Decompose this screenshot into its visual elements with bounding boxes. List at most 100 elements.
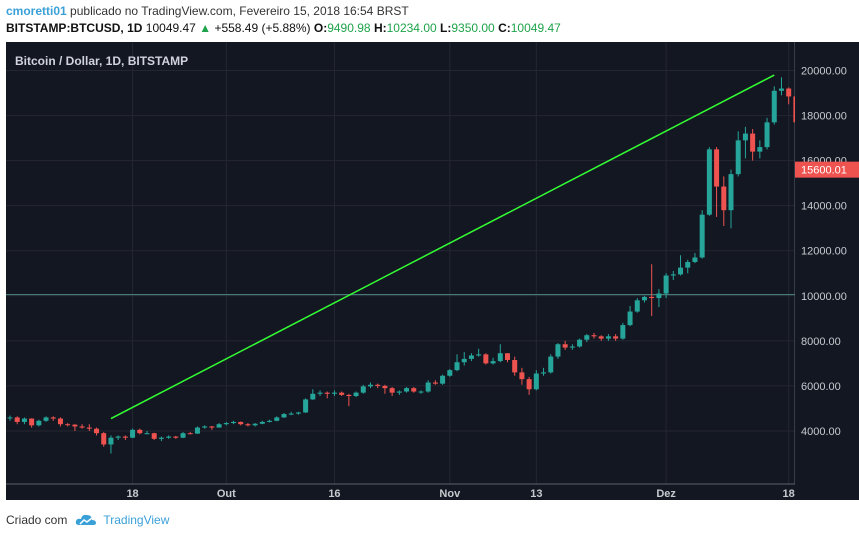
candle[interactable] (194, 426, 200, 434)
candle[interactable] (274, 416, 280, 422)
candle[interactable] (750, 129, 756, 161)
candle[interactable] (714, 147, 720, 217)
candle[interactable] (778, 77, 784, 96)
candle[interactable] (526, 376, 532, 395)
candle[interactable] (742, 126, 748, 159)
candle[interactable] (101, 432, 107, 447)
price-axis[interactable]: 20000.0018000.0016000.0014000.0012000.00… (795, 42, 859, 500)
candle[interactable] (598, 335, 604, 341)
candle[interactable] (50, 416, 56, 421)
candle[interactable] (43, 416, 49, 422)
candle[interactable] (281, 412, 287, 418)
trend-line[interactable] (110, 74, 775, 420)
candle[interactable] (663, 273, 669, 299)
candle[interactable] (490, 357, 496, 365)
candle[interactable] (634, 298, 640, 313)
candle[interactable] (295, 411, 301, 415)
candle[interactable] (209, 425, 215, 430)
candle[interactable] (180, 432, 186, 439)
candle[interactable] (764, 117, 770, 150)
candle[interactable] (151, 432, 157, 440)
candle[interactable] (497, 344, 503, 363)
candle[interactable] (656, 289, 662, 308)
candle[interactable] (649, 264, 655, 317)
candle[interactable] (577, 338, 583, 348)
candle[interactable] (310, 389, 316, 400)
candle[interactable] (411, 387, 417, 393)
candle[interactable] (404, 387, 410, 393)
candle[interactable] (29, 418, 35, 428)
candle[interactable] (454, 354, 460, 372)
candle[interactable] (57, 417, 63, 427)
candle[interactable] (699, 210, 705, 259)
candle[interactable] (368, 382, 373, 389)
candle[interactable] (245, 423, 251, 427)
candle[interactable] (288, 411, 294, 416)
candle[interactable] (144, 430, 150, 435)
candle[interactable] (382, 384, 388, 394)
candle[interactable] (353, 391, 359, 398)
publisher-username[interactable]: cmoretti01 (6, 4, 67, 18)
candle[interactable] (324, 391, 330, 399)
candle[interactable] (447, 369, 453, 377)
candle[interactable] (339, 391, 345, 397)
candle[interactable] (706, 147, 712, 216)
candle[interactable] (72, 424, 78, 431)
candle[interactable] (584, 334, 590, 342)
candle[interactable] (130, 428, 136, 439)
candle[interactable] (569, 344, 575, 350)
tradingview-brand-link[interactable]: TradingView (103, 513, 170, 527)
candle[interactable] (137, 428, 143, 435)
candle[interactable] (728, 169, 734, 229)
candle[interactable] (223, 421, 229, 426)
candle[interactable] (187, 432, 193, 435)
candle[interactable] (533, 370, 539, 391)
candle[interactable] (173, 435, 179, 439)
candle[interactable] (94, 427, 100, 436)
candle[interactable] (613, 334, 619, 341)
candle[interactable] (267, 419, 273, 423)
candle[interactable] (396, 390, 402, 395)
candle[interactable] (483, 353, 489, 365)
candle[interactable] (504, 353, 510, 363)
candle[interactable] (14, 416, 20, 425)
chart-container[interactable]: Bitcoin / Dollar, 1D, BITSTAMP 18 Out 16 No… (6, 42, 813, 500)
candle[interactable] (425, 380, 431, 393)
time-axis[interactable]: 18 Out 16 Nov 13 Dez 18 (126, 488, 794, 500)
candle[interactable] (259, 420, 265, 425)
candle[interactable] (591, 332, 597, 339)
candle[interactable] (476, 348, 482, 357)
candle[interactable] (108, 435, 114, 454)
candle[interactable] (21, 417, 27, 425)
candle[interactable] (512, 356, 518, 376)
candle[interactable] (122, 435, 128, 440)
candle[interactable] (440, 374, 446, 385)
candle[interactable] (216, 423, 222, 428)
candle[interactable] (389, 387, 395, 397)
candle[interactable] (562, 340, 568, 350)
candle[interactable] (786, 87, 792, 105)
candle[interactable] (418, 390, 424, 394)
candle[interactable] (641, 295, 647, 303)
candle[interactable] (65, 423, 71, 427)
candle[interactable] (670, 271, 676, 281)
candle[interactable] (303, 398, 309, 413)
candle[interactable] (231, 420, 237, 425)
candle[interactable] (166, 435, 172, 439)
candlestick-chart[interactable]: Bitcoin / Dollar, 1D, BITSTAMP 18 Out 16 No… (6, 42, 813, 500)
candle[interactable] (519, 367, 525, 385)
candle[interactable] (461, 352, 467, 366)
candle[interactable] (375, 383, 381, 389)
candle[interactable] (685, 259, 691, 274)
candle[interactable] (771, 86, 777, 125)
candle[interactable] (238, 421, 244, 426)
candle[interactable] (360, 384, 366, 394)
candle[interactable] (317, 390, 323, 397)
tradingview-cloud-icon[interactable] (75, 513, 97, 527)
candle[interactable] (627, 305, 633, 327)
candle[interactable] (735, 131, 741, 177)
candle[interactable] (331, 390, 337, 397)
candle[interactable] (158, 436, 164, 442)
candle[interactable] (115, 435, 121, 440)
candle[interactable] (678, 255, 684, 276)
